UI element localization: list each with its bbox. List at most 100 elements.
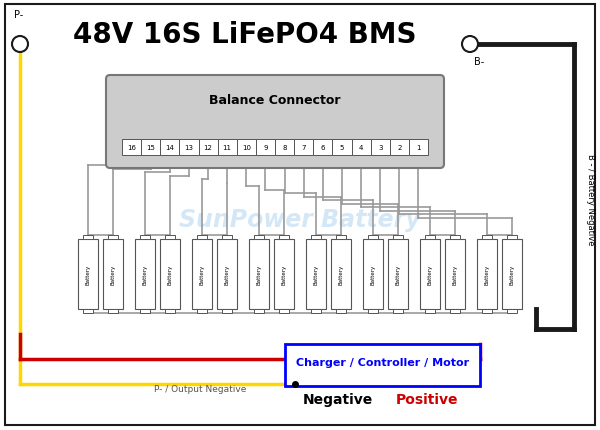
Bar — [331, 240, 351, 309]
Text: Battery: Battery — [86, 264, 91, 285]
Text: 8: 8 — [283, 144, 287, 150]
Bar — [218, 140, 237, 156]
Text: SunPower Battery: SunPower Battery — [179, 208, 421, 231]
Bar — [254, 236, 264, 240]
Bar — [275, 140, 294, 156]
Bar — [425, 309, 435, 313]
Text: 4: 4 — [359, 144, 363, 150]
Bar — [388, 240, 408, 309]
Bar — [108, 309, 118, 313]
Bar — [160, 240, 180, 309]
Bar — [141, 140, 160, 156]
Bar — [122, 140, 141, 156]
Bar — [160, 140, 179, 156]
Text: Battery: Battery — [143, 264, 148, 285]
Bar — [313, 140, 332, 156]
Text: 9: 9 — [263, 144, 268, 150]
Text: P- / Output Negative: P- / Output Negative — [154, 384, 246, 393]
Text: B - / Battery Negative: B - / Battery Negative — [586, 154, 595, 245]
Text: Battery: Battery — [338, 264, 343, 285]
Text: 13: 13 — [184, 144, 193, 150]
Text: Positive: Positive — [396, 392, 458, 406]
Bar — [332, 140, 352, 156]
Bar — [135, 240, 155, 309]
Bar — [336, 236, 346, 240]
Bar — [507, 236, 517, 240]
Bar — [445, 240, 465, 309]
Text: Battery: Battery — [452, 264, 457, 285]
Bar — [197, 309, 207, 313]
Bar — [285, 344, 480, 386]
Text: Battery: Battery — [314, 264, 319, 285]
Bar — [306, 240, 326, 309]
Text: Balance Connector: Balance Connector — [209, 93, 341, 106]
Bar — [108, 236, 118, 240]
Bar — [371, 140, 390, 156]
Text: 6: 6 — [320, 144, 325, 150]
Bar — [83, 236, 93, 240]
Bar — [222, 309, 232, 313]
Bar — [507, 309, 517, 313]
Bar — [368, 309, 378, 313]
Bar — [279, 309, 289, 313]
Bar — [222, 236, 232, 240]
Text: Battery: Battery — [257, 264, 262, 285]
Bar — [311, 309, 321, 313]
Text: 5: 5 — [340, 144, 344, 150]
Bar — [352, 140, 371, 156]
Bar — [274, 240, 294, 309]
Bar — [294, 140, 313, 156]
FancyBboxPatch shape — [106, 76, 444, 169]
Bar — [140, 236, 150, 240]
Text: 10: 10 — [242, 144, 251, 150]
Bar — [363, 240, 383, 309]
Bar — [420, 240, 440, 309]
Bar — [199, 140, 218, 156]
Text: Negative: Negative — [302, 392, 373, 406]
Bar — [393, 236, 403, 240]
Text: 2: 2 — [397, 144, 401, 150]
Bar — [502, 240, 522, 309]
Text: Battery: Battery — [224, 264, 230, 285]
Text: Charger / Controller / Motor: Charger / Controller / Motor — [296, 357, 469, 367]
Text: Battery: Battery — [371, 264, 376, 285]
Bar — [254, 309, 264, 313]
Circle shape — [12, 37, 28, 53]
Bar — [140, 309, 150, 313]
Bar — [482, 236, 492, 240]
Text: Battery: Battery — [200, 264, 205, 285]
Bar — [217, 240, 237, 309]
Bar — [165, 236, 175, 240]
Bar — [336, 309, 346, 313]
Bar — [237, 140, 256, 156]
Text: B-: B- — [474, 57, 484, 67]
Bar — [249, 240, 269, 309]
Bar — [477, 240, 497, 309]
Text: Battery: Battery — [167, 264, 173, 285]
Text: Battery: Battery — [427, 264, 433, 285]
Bar — [311, 236, 321, 240]
Bar — [83, 309, 93, 313]
Text: Battery: Battery — [281, 264, 287, 285]
Text: 1: 1 — [416, 144, 421, 150]
Text: 12: 12 — [203, 144, 212, 150]
Bar — [390, 140, 409, 156]
Text: 11: 11 — [223, 144, 232, 150]
Bar — [78, 240, 98, 309]
Bar — [165, 309, 175, 313]
Bar — [450, 309, 460, 313]
Bar — [368, 236, 378, 240]
Text: Battery: Battery — [110, 264, 116, 285]
Text: 14: 14 — [166, 144, 174, 150]
Bar — [393, 309, 403, 313]
Text: Battery: Battery — [395, 264, 401, 285]
Text: Battery: Battery — [485, 264, 490, 285]
Bar — [409, 140, 428, 156]
Bar — [192, 240, 212, 309]
Bar — [450, 236, 460, 240]
Text: 3: 3 — [378, 144, 382, 150]
Text: 15: 15 — [146, 144, 155, 150]
Text: 7: 7 — [301, 144, 306, 150]
Text: P-: P- — [14, 10, 23, 20]
Bar — [279, 236, 289, 240]
